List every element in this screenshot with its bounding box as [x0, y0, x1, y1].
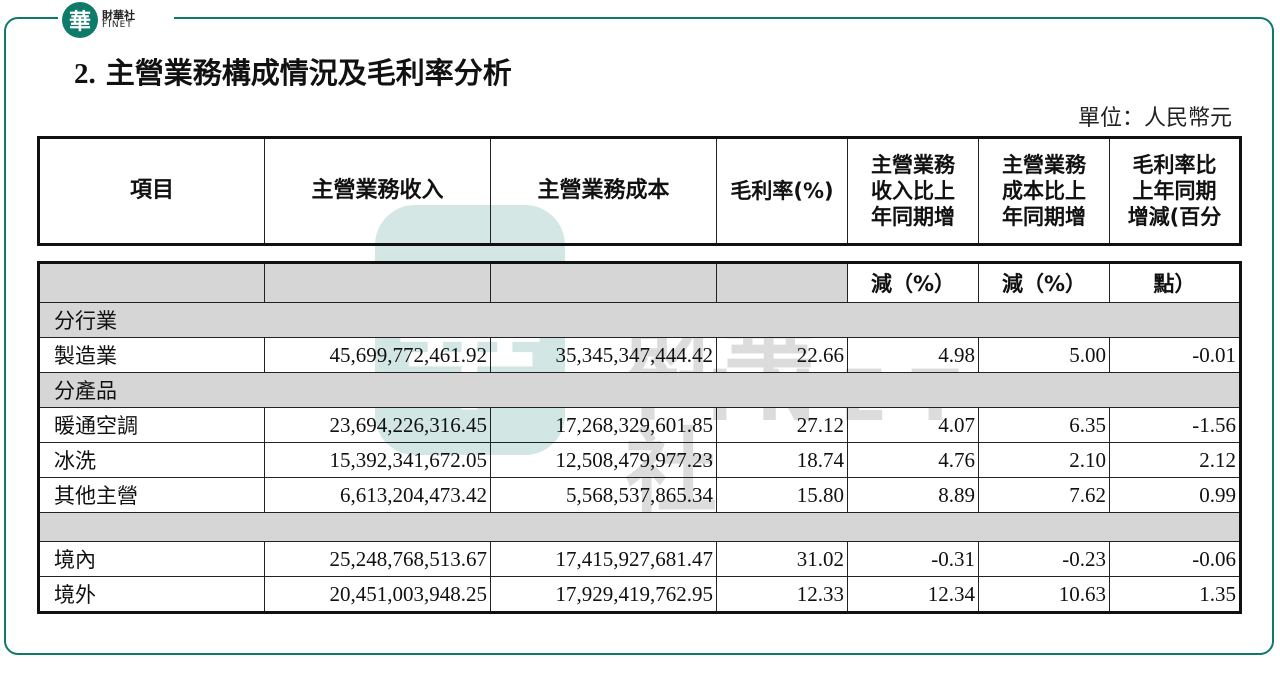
cost-change-cell: 7.62: [978, 477, 1110, 513]
revenue-cell: 6,613,204,473.42: [264, 477, 491, 513]
revenue-cell: 23,694,226,316.45: [264, 407, 491, 443]
revenue-cell: 45,699,772,461.92: [264, 337, 491, 373]
header-item: 項目: [38, 137, 265, 245]
table-row: 冰洗 15,392,341,672.05 12,508,479,977.23 18.7…: [38, 442, 1241, 478]
logo-name-cn: 財華社: [102, 9, 135, 22]
row-label: 暖通空調: [38, 407, 265, 443]
finet-logo-mark: 華: [62, 2, 98, 38]
header-continuation-row: 減（%） 減（%） 點）: [38, 262, 1241, 303]
section-row-blank: [38, 512, 1241, 542]
revenue-cell: 20,451,003,948.25: [264, 576, 491, 613]
row-label: 境內: [38, 541, 265, 577]
cost-cell: 12,508,479,977.23: [490, 442, 717, 478]
margin-cell: 12.33: [716, 576, 848, 613]
margin-cell: 22.66: [716, 337, 848, 373]
table-row: 境外 20,451,003,948.25 17,929,419,762.95 12.3…: [38, 576, 1241, 613]
row-label: 境外: [38, 576, 265, 613]
content-frame: [4, 17, 1274, 655]
margin-cell: 31.02: [716, 541, 848, 577]
table-row: 製造業 45,699,772,461.92 35,345,347,444.42 22.…: [38, 337, 1241, 373]
margin-change-cell: 0.99: [1109, 477, 1241, 513]
cont-cell: [264, 262, 491, 303]
header-cost-change: 主營業務 成本比上 年同期增: [978, 137, 1110, 245]
cont-rev-change: 減（%）: [847, 262, 979, 303]
cost-cell: 17,929,419,762.95: [490, 576, 717, 613]
table-row: 境內 25,248,768,513.67 17,415,927,681.47 31.0…: [38, 541, 1241, 577]
margin-change-cell: 1.35: [1109, 576, 1241, 613]
data-table: 減（%） 減（%） 點） 分行業 製造業 45,699,772,461.92 35,…: [37, 261, 1242, 614]
margin-change-cell: -1.56: [1109, 407, 1241, 443]
cost-cell: 17,268,329,601.85: [490, 407, 717, 443]
section-label: 分產品: [38, 372, 1241, 408]
cost-change-cell: 6.35: [978, 407, 1110, 443]
header-margin-change: 毛利率比 上年同期 增減(百分: [1109, 137, 1241, 245]
header-revenue: 主營業務收入: [264, 137, 491, 245]
section-heading: 2. 主營業務構成情況及毛利率分析: [74, 50, 512, 92]
row-label: 製造業: [38, 337, 265, 373]
margin-change-cell: -0.06: [1109, 541, 1241, 577]
table-row: 暖通空調 23,694,226,316.45 17,268,329,601.85 27…: [38, 407, 1241, 443]
cont-cell: [38, 262, 265, 303]
row-label: 冰洗: [38, 442, 265, 478]
cont-cell: [716, 262, 848, 303]
section-label: 分行業: [38, 302, 1241, 338]
rev-change-cell: 4.98: [847, 337, 979, 373]
heading-title: 主營業務構成情況及毛利率分析: [105, 56, 512, 90]
rev-change-cell: 4.76: [847, 442, 979, 478]
rev-change-cell: 4.07: [847, 407, 979, 443]
cost-change-cell: 5.00: [978, 337, 1110, 373]
rev-change-cell: 12.34: [847, 576, 979, 613]
rev-change-cell: -0.31: [847, 541, 979, 577]
table-row: 其他主營 6,613,204,473.42 5,568,537,865.34 15.8…: [38, 477, 1241, 513]
cost-cell: 35,345,347,444.42: [490, 337, 717, 373]
cost-change-cell: -0.23: [978, 541, 1110, 577]
margin-cell: 27.12: [716, 407, 848, 443]
header-cost: 主營業務成本: [490, 137, 717, 245]
cost-cell: 5,568,537,865.34: [490, 477, 717, 513]
finet-logo: 華 財華社 FINET: [58, 0, 174, 40]
unit-label: 單位：人民幣元: [1077, 106, 1232, 131]
margin-change-cell: -0.01: [1109, 337, 1241, 373]
revenue-cell: 15,392,341,672.05: [264, 442, 491, 478]
margin-change-cell: 2.12: [1109, 442, 1241, 478]
margin-cell: 18.74: [716, 442, 848, 478]
cost-cell: 17,415,927,681.47: [490, 541, 717, 577]
header-rev-change: 主營業務 收入比上 年同期增: [847, 137, 979, 245]
section-row-product: 分產品: [38, 372, 1241, 408]
rev-change-cell: 8.89: [847, 477, 979, 513]
section-row-industry: 分行業: [38, 302, 1241, 338]
table-header: 項目 主營業務收入 主營業務成本 毛利率(%) 主營業務 收入比上 年同期增 主營業…: [37, 136, 1242, 246]
cont-margin-change: 點）: [1109, 262, 1241, 303]
logo-name-en: FINET: [102, 20, 133, 30]
revenue-cell: 25,248,768,513.67: [264, 541, 491, 577]
blank-cell: [38, 512, 1241, 542]
cost-change-cell: 10.63: [978, 576, 1110, 613]
cont-cell: [490, 262, 717, 303]
margin-cell: 15.80: [716, 477, 848, 513]
cont-cost-change: 減（%）: [978, 262, 1110, 303]
heading-number: 2.: [74, 58, 96, 90]
header-margin: 毛利率(%): [716, 137, 848, 245]
cost-change-cell: 2.10: [978, 442, 1110, 478]
row-label: 其他主營: [38, 477, 265, 513]
